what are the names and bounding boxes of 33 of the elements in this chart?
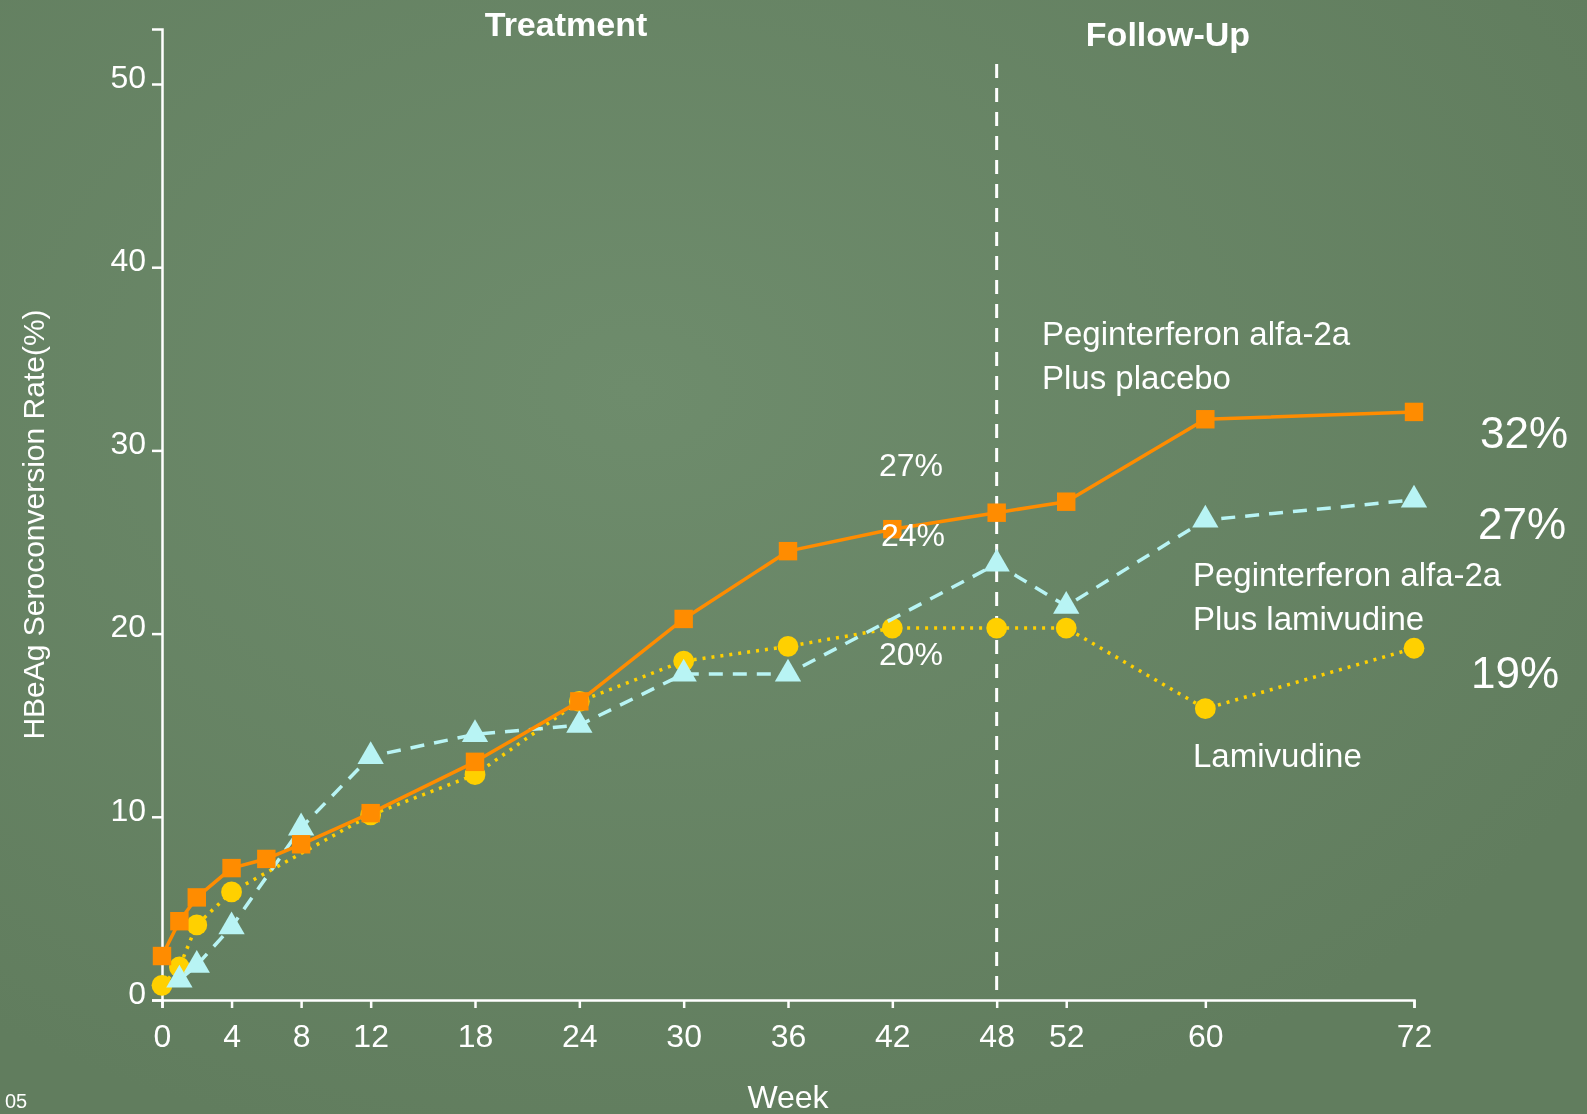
y-axis-title: HBeAg Seroconversion Rate(%) bbox=[17, 309, 50, 740]
y-tick-label: 50 bbox=[110, 58, 146, 95]
text: 05 bbox=[4, 1090, 28, 1112]
x-tick-label: 72 bbox=[1396, 1017, 1433, 1054]
x-tick-label: 0 bbox=[153, 1017, 172, 1054]
text: 19% bbox=[1470, 648, 1560, 697]
series-label: Lamivudine bbox=[1193, 737, 1362, 774]
x-tick-label: 36 bbox=[770, 1017, 807, 1054]
x-tick-label: 60 bbox=[1188, 1017, 1224, 1054]
x-tick-label: 42 bbox=[875, 1017, 911, 1054]
x-tick-label: 30 bbox=[666, 1017, 702, 1054]
y-tick-label: 40 bbox=[110, 241, 146, 278]
y-tick-label: 0 bbox=[128, 974, 146, 1011]
annotation: 20% bbox=[878, 636, 944, 672]
annotation: 24% bbox=[880, 517, 946, 553]
annotation: 27% bbox=[878, 447, 944, 483]
y-tick-label: 20 bbox=[110, 608, 146, 645]
y-tick-label: 10 bbox=[110, 791, 146, 828]
annotation: Treatment bbox=[484, 5, 648, 43]
y-tick-label: 30 bbox=[110, 425, 146, 462]
text: 27% bbox=[1477, 499, 1567, 548]
x-tick-label: 4 bbox=[223, 1017, 241, 1054]
series-label: Peginterferon alfa-2a Plus lamivudine bbox=[1193, 556, 1502, 637]
x-tick-label: 8 bbox=[292, 1017, 311, 1054]
x-tick-label: 48 bbox=[979, 1017, 1015, 1054]
text: 32% bbox=[1479, 408, 1569, 457]
x-axis-title: Week bbox=[747, 1079, 830, 1114]
x-tick-label: 18 bbox=[457, 1017, 494, 1054]
x-tick-label: 12 bbox=[353, 1017, 389, 1054]
annotation: Follow-Up bbox=[1085, 15, 1251, 53]
series-label: Peginterferon alfa-2a Plus placebo bbox=[1042, 315, 1351, 396]
x-tick-label: 52 bbox=[1048, 1017, 1085, 1054]
x-tick-label: 24 bbox=[562, 1017, 598, 1054]
